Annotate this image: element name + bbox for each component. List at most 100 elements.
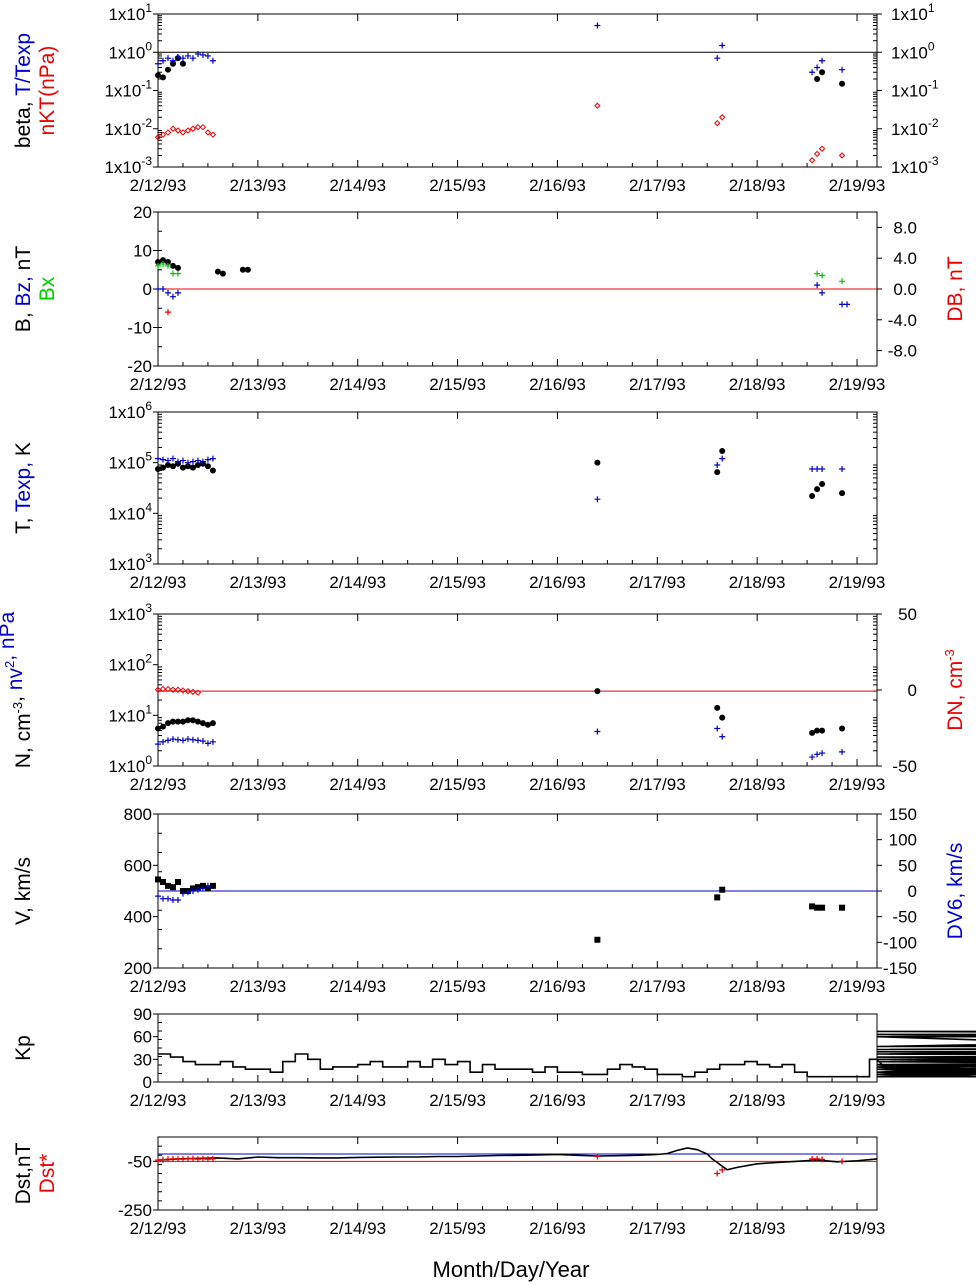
series-T	[155, 447, 846, 499]
data-point	[838, 152, 846, 159]
series-DN	[154, 685, 202, 696]
x-tick-label: 2/15/93	[429, 1091, 486, 1110]
data-point	[209, 467, 216, 474]
x-tick-label: 2/18/93	[729, 1091, 786, 1110]
data-point	[159, 260, 166, 267]
panel-B: 2/12/93 2/13/93 2/14/93 2/15/93 2/16/93 2/17/…	[12, 203, 967, 394]
series-Bx	[155, 260, 846, 285]
data-point	[164, 895, 171, 902]
right-y-tick-label: -50	[892, 908, 917, 927]
data-point	[219, 270, 226, 277]
data-point	[159, 74, 166, 81]
data-point	[839, 748, 846, 755]
x-tick-label: 2/16/93	[529, 176, 586, 195]
data-point	[174, 458, 181, 465]
y-tick-label: -10	[127, 319, 152, 338]
data-point	[594, 1153, 601, 1160]
data-point	[209, 455, 216, 462]
panel-frame	[157, 411, 878, 565]
x-tick-label: 2/18/93	[729, 573, 786, 592]
right-y-tick-label: 1x10-1	[891, 78, 939, 101]
x-tick-label: 2/19/93	[829, 775, 886, 794]
data-point	[844, 301, 851, 308]
data-point	[164, 720, 171, 727]
x-tick-label: 2/13/93	[229, 977, 286, 996]
data-point	[159, 464, 166, 471]
x-tick-label: 2/17/93	[629, 375, 686, 394]
data-point	[594, 728, 601, 735]
y-tick-label: -50	[127, 1152, 152, 1171]
x-tick-label: 2/12/93	[130, 977, 187, 996]
data-point	[819, 750, 826, 757]
data-point	[189, 458, 196, 465]
data-point	[204, 463, 211, 470]
data-point	[179, 464, 186, 471]
panel-N: 2/12/93 2/13/93 2/14/93 2/15/93 2/16/93 2/17/…	[0, 601, 967, 794]
data-point	[155, 893, 161, 900]
data-point	[594, 496, 601, 503]
data-point	[594, 936, 601, 943]
data-point	[164, 737, 171, 744]
data-point	[184, 459, 191, 466]
data-point	[719, 733, 726, 740]
x-tick-label: 2/14/93	[329, 1219, 386, 1238]
x-tick-label: 2/17/93	[629, 1091, 686, 1110]
x-tick-label: 2/19/93	[829, 1219, 886, 1238]
y-tick-label: 1x101	[108, 702, 152, 725]
data-point	[814, 282, 821, 289]
data-point	[204, 52, 211, 59]
right-y-tick-label: 50	[898, 856, 917, 875]
data-point	[179, 737, 186, 744]
x-tick-label: 2/13/93	[229, 1219, 286, 1238]
data-point	[184, 52, 191, 59]
right-y-tick-label: 0	[908, 882, 917, 901]
x-tick-label: 2/12/93	[130, 1091, 187, 1110]
panel-T: 2/12/93 2/13/93 2/14/93 2/15/93 2/16/93 2/17/…	[12, 399, 885, 592]
y-tick-label: 800	[124, 805, 152, 824]
right-y-tick-label: 0.0	[893, 280, 917, 299]
data-point	[594, 102, 601, 109]
data-point	[719, 455, 726, 462]
data-point	[164, 289, 171, 296]
data-point	[189, 55, 196, 62]
series-DB	[164, 309, 171, 316]
y-tick-label: 10	[133, 242, 152, 261]
y-tick-label: 1x101	[108, 1, 152, 24]
data-point	[719, 114, 726, 121]
x-tick-label: 2/13/93	[229, 375, 286, 394]
data-point	[244, 266, 251, 273]
x-tick-label: 2/16/93	[529, 573, 586, 592]
y-axis-label: Dst,nT	[12, 1142, 35, 1204]
right-y-tick-label: -150	[883, 959, 917, 978]
data-point	[179, 129, 187, 136]
data-point	[189, 736, 196, 743]
data-point	[159, 738, 166, 745]
right-y-tick-label: -4.0	[888, 311, 917, 330]
right-y-tick-label: 100	[889, 831, 917, 850]
data-point	[199, 458, 206, 465]
data-point	[814, 64, 821, 71]
y-axis-label: beta, T/Texp	[12, 33, 35, 148]
x-tick-label: 2/12/93	[130, 1219, 187, 1238]
x-tick-label: 2/14/93	[329, 176, 386, 195]
data-point	[164, 262, 171, 269]
x-tick-label: 2/19/93	[829, 176, 886, 195]
x-tick-label: 2/15/93	[429, 1219, 486, 1238]
data-point	[194, 123, 202, 131]
series-T/Texp	[155, 22, 846, 76]
y-tick-label: 20	[133, 203, 152, 222]
data-point	[194, 737, 201, 744]
right-y-tick-label: -100	[883, 933, 917, 952]
panel-frame	[157, 13, 878, 168]
data-point	[809, 903, 816, 910]
right-y-tick-label: 1x101	[891, 1, 935, 24]
y-axis-label: N, cm-3, nv2, nPa	[0, 611, 35, 768]
data-point	[155, 72, 161, 79]
data-point	[199, 123, 207, 131]
series-nKT(nPa)	[154, 102, 846, 164]
data-point	[154, 686, 162, 693]
data-point	[159, 879, 166, 886]
right-y-tick-label: 150	[889, 805, 917, 824]
panel-frame	[157, 1136, 878, 1211]
data-point	[719, 42, 726, 49]
